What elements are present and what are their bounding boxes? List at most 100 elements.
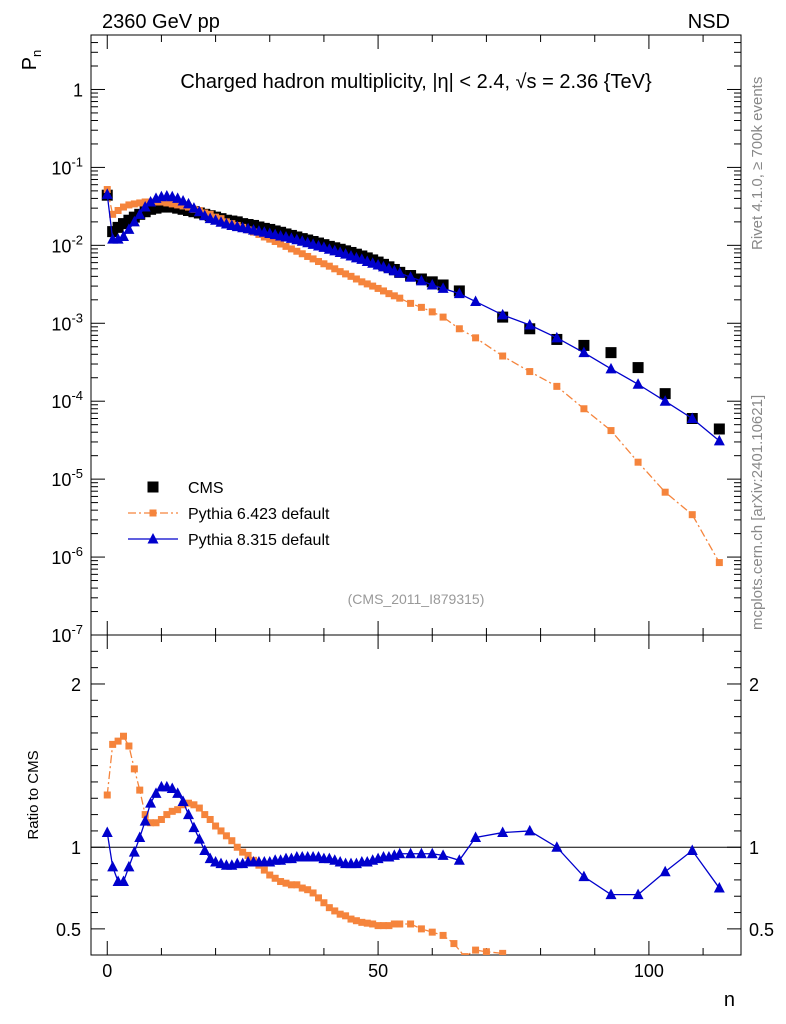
ratio-point-pythia8 [686,844,698,856]
data-point-pythia8 [605,362,617,374]
data-point-pythia6 [634,458,642,466]
data-point-pythia6 [363,280,371,288]
ratio-point-pythia6 [239,848,247,856]
data-point-pythia6 [347,272,355,280]
data-point-pythia8 [551,331,563,343]
ratio-point-pythia6 [266,871,274,879]
ratio-point-pythia6 [163,811,171,819]
data-point-pythia6 [715,559,723,567]
data-point-pythia6 [125,201,133,209]
ratio-point-pythia6 [282,879,290,887]
data-point-pythia6 [260,233,268,241]
ratio-point-pythia6 [336,910,344,918]
data-point-pythia6 [390,292,398,300]
data-point-pythia8 [686,412,698,423]
data-point-pythia6 [282,242,290,250]
data-point-pythia6 [130,200,138,208]
series-pythia8 [101,188,725,446]
ratio-point-pythia6 [380,922,387,930]
ratio-point-pythia6 [103,791,111,799]
y-tick-label: 10-2 [51,232,83,256]
data-point-pythia6 [304,252,312,260]
data-point-pythia6 [120,203,127,211]
data-point-pythia6 [499,352,507,360]
data-point-pythia8 [112,233,124,244]
legend-label-pythia6: Pythia 6.423 default [188,506,330,523]
header-left-label: 2360 GeV pp [102,11,220,33]
ratio-point-pythia6 [499,949,507,955]
data-point-cms [605,347,617,359]
ratio-point-pythia6 [385,922,393,930]
data-point-pythia6 [109,210,117,218]
data-point-pythia6 [374,284,382,292]
ratio-point-pythia8 [123,860,135,872]
ratio-point-pythia8 [188,821,200,833]
data-point-pythia6 [526,368,534,376]
data-point-pythia6 [309,255,317,263]
ratio-point-pythia6 [114,737,122,745]
ratio-line-pythia6 [106,735,503,955]
data-point-cms [713,423,725,435]
ratio-point-pythia6 [293,881,301,889]
data-point-pythia6 [358,278,366,286]
data-point-pythia8 [453,287,465,299]
data-point-pythia8 [426,278,438,290]
ratio-point-pythia8 [172,787,184,798]
ratio-point-pythia8 [199,844,211,856]
data-point-pythia6 [174,201,182,209]
legend-marker-cms [147,481,159,493]
rivet-version-label: Rivet 4.1.0, ≥ 700k events [749,77,766,250]
ratio-point-pythia6 [298,884,306,892]
ratio-point-pythia8 [204,852,216,864]
ratio-point-pythia8 [107,860,119,872]
ratio-point-pythia6 [396,920,404,928]
data-point-pythia6 [342,270,350,278]
ratio-point-pythia6 [147,819,155,827]
ratio-point-pythia6 [233,843,241,851]
data-point-pythia8 [524,319,536,330]
data-point-pythia6 [607,427,615,435]
y-tick-label: 10-6 [51,544,83,568]
ratio-point-pythia8 [128,846,140,857]
data-point-cms [632,362,644,374]
ratio-y-tick-label: 1 [71,838,81,858]
ratio-point-pythia6 [168,807,176,815]
ratio-point-pythia8 [145,797,157,808]
data-point-pythia8 [134,208,146,219]
data-point-pythia8 [177,195,189,206]
data-point-pythia8 [188,202,200,213]
data-point-pythia6 [315,258,322,266]
ratio-point-pythia6 [130,765,138,773]
data-point-pythia6 [271,238,279,246]
analysis-id-label: (CMS_2011_I879315) [348,591,485,607]
ratio-point-pythia6 [363,919,371,927]
data-point-pythia8 [437,282,449,293]
ratio-y-tick-label: 2 [71,675,81,695]
ratio-point-pythia6 [152,819,160,827]
data-point-pythia6 [455,325,463,333]
ratio-point-pythia6 [461,953,469,955]
ratio-point-pythia6 [450,940,458,948]
data-point-cms [659,388,671,400]
ratio-point-pythia6 [358,918,366,926]
data-point-pythia6 [163,199,171,207]
ratio-point-pythia6 [141,811,149,819]
data-point-pythia6 [136,199,144,207]
data-point-pythia6 [688,511,696,519]
ratio-point-pythia8 [578,870,590,882]
ratio-point-pythia8 [426,847,438,859]
data-point-pythia6 [352,275,360,283]
legend-marker-pythia6 [149,509,157,517]
y-axis-label: Pn [19,50,44,71]
data-point-pythia6 [553,382,561,390]
data-point-pythia8 [139,201,151,212]
data-point-pythia6 [179,202,187,210]
y-tick-label: 10-1 [51,154,83,178]
data-point-pythia8 [632,378,644,389]
data-point-pythia8 [145,195,157,207]
ratio-point-pythia6 [136,786,144,794]
data-point-pythia8 [123,223,135,234]
ratio-point-pythia8 [551,841,563,852]
ratio-panel: 0.5 0.5 1 1 2 2 0 50 100 n Ratio to CMS [25,634,774,1011]
ratio-y-tick-label: 0.5 [56,920,81,940]
